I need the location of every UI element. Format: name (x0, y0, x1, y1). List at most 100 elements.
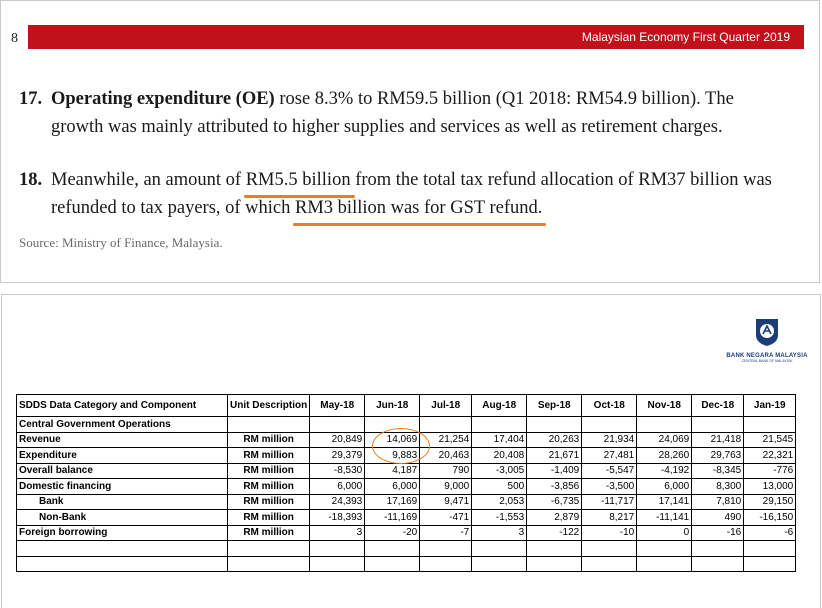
value-cell: -3,500 (581, 478, 638, 495)
section-label: Central Government Operations (16, 416, 228, 433)
bnm-shield-icon (756, 319, 778, 346)
value-cell: 17,141 (636, 493, 693, 510)
paragraph-17: 17. Operating expenditure (OE) rose 8.3%… (19, 85, 799, 141)
empty-cell (16, 540, 228, 557)
value-cell: -20 (364, 524, 421, 541)
value-cell: -16 (691, 524, 745, 541)
value-cell: 4,187 (364, 462, 421, 479)
value-cell: 7,810 (691, 493, 745, 510)
empty-cell (526, 416, 583, 433)
value-cell: 490 (691, 509, 745, 526)
value-cell: -122 (526, 524, 583, 541)
bnm-logo: BANK NEGARA MALAYSIA CENTRAL BANK OF MAL… (718, 317, 816, 377)
value-cell: 20,263 (526, 431, 583, 448)
paragraph-text: refunded to tax payers, of which (51, 198, 296, 218)
empty-cell (743, 555, 797, 572)
value-cell: -4,192 (636, 462, 693, 479)
unit-cell: RM million (226, 524, 311, 541)
value-cell: 29,763 (691, 447, 745, 464)
empty-row (16, 540, 797, 557)
column-header: Jun-18 (364, 394, 421, 417)
paragraph-18: 18. Meanwhile, an amount of RM5.5 billio… (19, 166, 799, 226)
value-cell: 21,934 (581, 431, 638, 448)
value-cell: -776 (743, 462, 797, 479)
empty-cell (636, 555, 693, 572)
table-body: Central Government Operations Revenue RM … (16, 416, 797, 572)
empty-cell (636, 540, 693, 557)
column-header: Sep-18 (526, 394, 583, 417)
empty-cell (581, 416, 638, 433)
column-header: May-18 (309, 394, 366, 417)
paragraph-text: Meanwhile, an amount of (51, 170, 246, 190)
empty-cell (364, 555, 421, 572)
value-cell: 24,393 (309, 493, 366, 510)
value-cell: -6 (743, 524, 797, 541)
value-cell: -11,717 (581, 493, 638, 510)
value-cell: 6,000 (309, 478, 366, 495)
bnm-name: BANK NEGARA MALAYSIA (726, 353, 808, 359)
value-cell: -16,150 (743, 509, 797, 526)
value-cell: 2,879 (526, 509, 583, 526)
column-header: Oct-18 (581, 394, 638, 417)
empty-cell (419, 416, 473, 433)
value-cell: -3,005 (471, 462, 528, 479)
empty-cell (471, 416, 528, 433)
value-cell: -8,530 (309, 462, 366, 479)
value-cell: 28,260 (636, 447, 693, 464)
page-number: 8 (11, 31, 18, 46)
empty-cell (471, 555, 528, 572)
value-cell: 21,418 (691, 431, 745, 448)
value-cell: 17,404 (471, 431, 528, 448)
table-row: Bank RM million 24,393 17,169 9,471 2,053 -6,7… (16, 493, 797, 510)
column-header: Dec-18 (691, 394, 745, 417)
unit-cell: RM million (226, 493, 311, 510)
empty-cell (16, 555, 228, 572)
highlighted-amount: RM5.5 billion (243, 166, 355, 198)
row-label: Foreign borrowing (16, 524, 228, 541)
value-cell: 2,053 (471, 493, 528, 510)
paragraph-line: growth was mainly attributed to higher s… (51, 117, 723, 137)
empty-cell (691, 540, 745, 557)
paragraph-line: Operating expenditure (OE) rose 8.3% to … (19, 85, 799, 113)
empty-cell (226, 555, 311, 572)
value-cell: 29,379 (309, 447, 366, 464)
paragraph-number: 17. (19, 89, 43, 109)
document-excerpt-panel: 8 Malaysian Economy First Quarter 2019 1… (0, 0, 820, 283)
value-cell: 29,150 (743, 493, 797, 510)
paragraph-text: rose 8.3% to RM59.5 billion (Q1 2018: RM… (274, 89, 734, 109)
empty-cell (364, 540, 421, 557)
header-bar: Malaysian Economy First Quarter 2019 (28, 25, 804, 49)
column-header: Aug-18 (471, 394, 528, 417)
report-title: Malaysian Economy First Quarter 2019 (581, 30, 790, 44)
unit-cell: RM million (226, 478, 311, 495)
row-label: Expenditure (16, 447, 228, 464)
empty-cell (581, 540, 638, 557)
empty-cell (526, 540, 583, 557)
column-header: Jul-18 (419, 394, 473, 417)
row-label: Bank (16, 493, 228, 510)
empty-cell (581, 555, 638, 572)
empty-cell (691, 555, 745, 572)
empty-cell (636, 416, 693, 433)
section-row: Central Government Operations (16, 416, 797, 433)
empty-cell (226, 540, 311, 557)
value-cell: 790 (419, 462, 473, 479)
sdds-table-panel: BANK NEGARA MALAYSIA CENTRAL BANK OF MAL… (1, 294, 821, 608)
row-label: Non-Bank (16, 509, 228, 526)
column-header: SDDS Data Category and Component (16, 394, 228, 417)
sdds-table: SDDS Data Category and Component Unit De… (16, 394, 797, 572)
value-cell: 9,000 (419, 478, 473, 495)
highlight-circle (372, 428, 430, 464)
empty-cell (226, 416, 311, 433)
value-cell: -3,856 (526, 478, 583, 495)
value-cell: 3 (309, 524, 366, 541)
unit-cell: RM million (226, 431, 311, 448)
value-cell: -11,141 (636, 509, 693, 526)
value-cell: 21,671 (526, 447, 583, 464)
value-cell: -1,409 (526, 462, 583, 479)
column-header: Jan-19 (743, 394, 797, 417)
paragraph-line: Meanwhile, an amount of RM5.5 billion fr… (19, 166, 799, 198)
row-label: Domestic financing (16, 478, 228, 495)
value-cell: 8,300 (691, 478, 745, 495)
unit-cell: RM million (226, 509, 311, 526)
